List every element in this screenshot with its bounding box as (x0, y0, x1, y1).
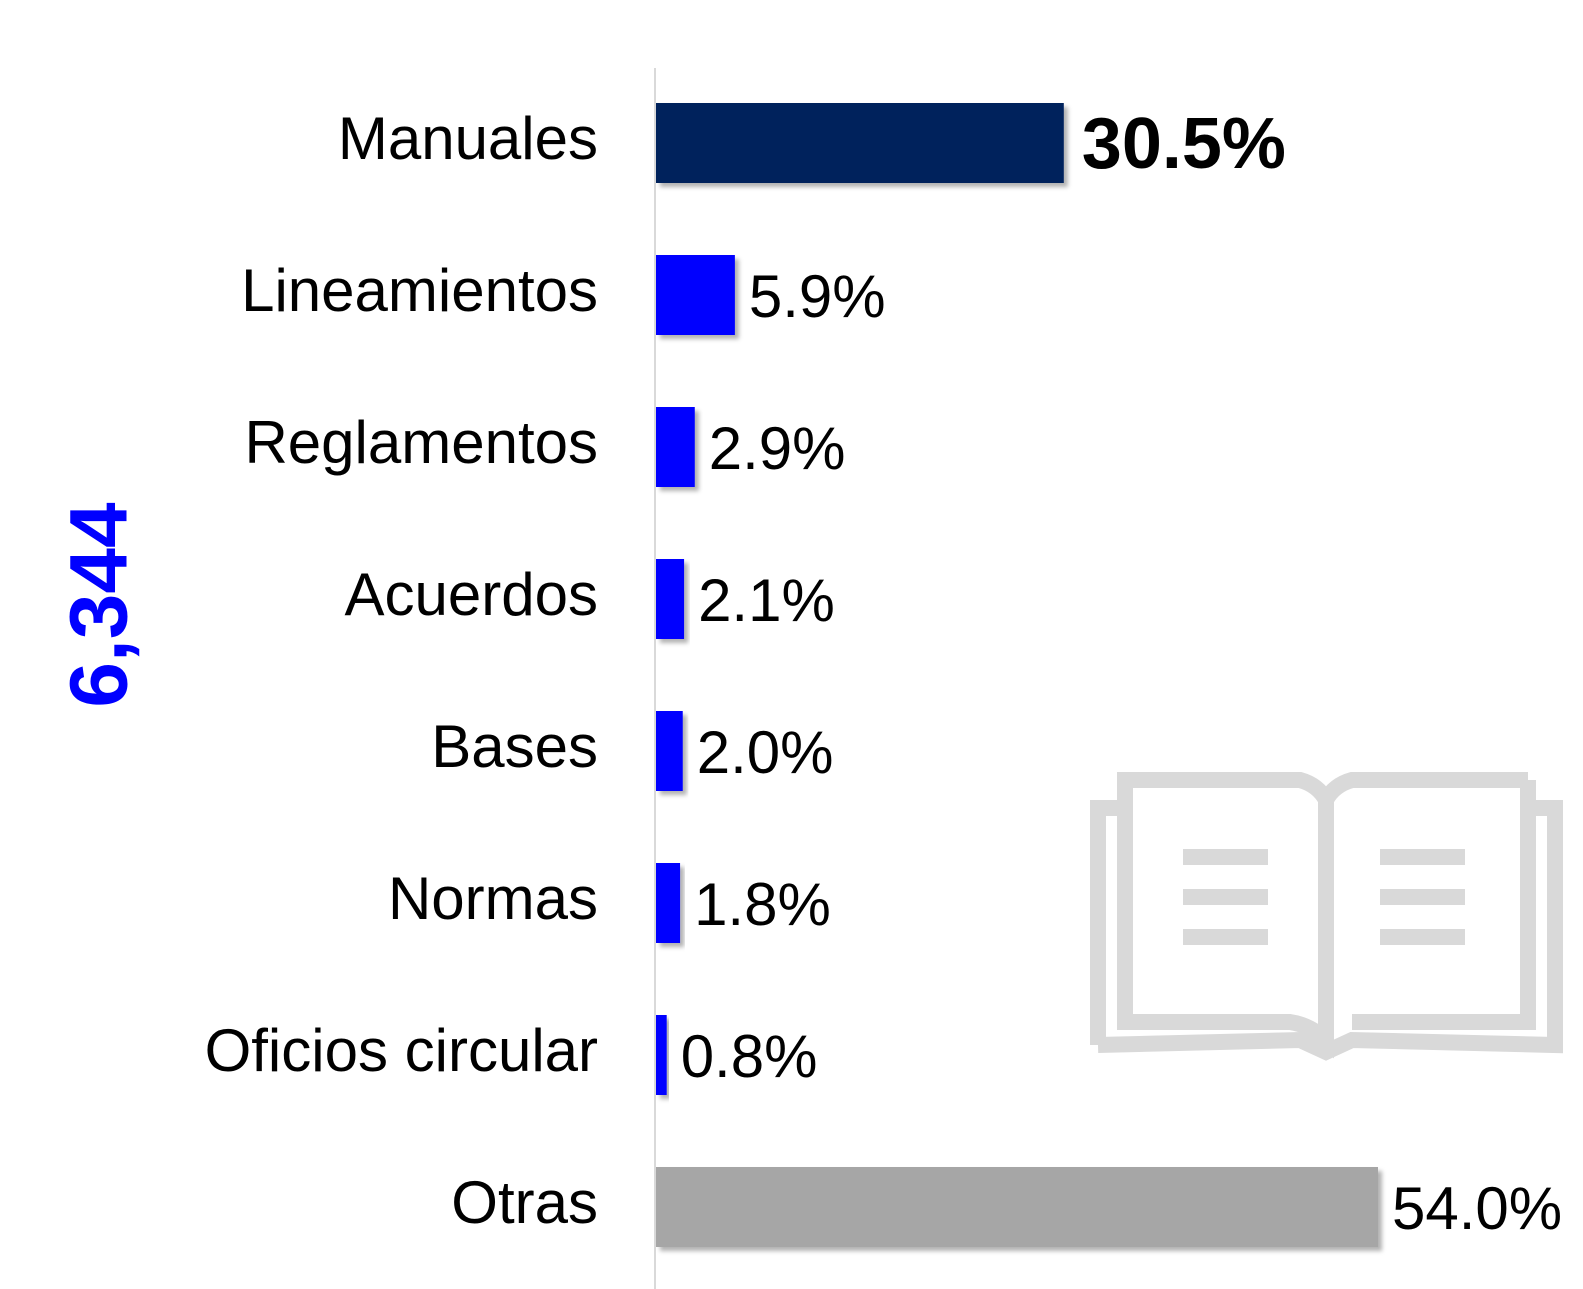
value-label: 2.9% (709, 415, 846, 482)
value-label: 1.8% (694, 871, 831, 938)
bar (656, 407, 695, 487)
value-label: 30.5% (1082, 104, 1286, 184)
value-label: 2.1% (698, 567, 835, 634)
bar (656, 711, 683, 791)
bar (656, 1015, 667, 1095)
category-label: Manuales (338, 105, 598, 172)
bar (656, 559, 685, 639)
bar (656, 863, 681, 943)
category-label: Reglamentos (244, 409, 598, 476)
value-label: 0.8% (681, 1023, 818, 1090)
category-label: Oficios circular (205, 1017, 598, 1084)
category-label: Bases (431, 713, 598, 780)
bar (656, 103, 1064, 183)
category-label: Lineamientos (241, 257, 598, 324)
total-label: 6,344 (54, 502, 145, 708)
book-icon (1090, 772, 1563, 1061)
value-label: 54.0% (1392, 1175, 1562, 1242)
category-label: Otras (451, 1169, 598, 1236)
value-label: 5.9% (749, 263, 886, 330)
bar (656, 1167, 1378, 1247)
value-label: 2.0% (697, 719, 834, 786)
category-label: Normas (388, 865, 598, 932)
category-label: Acuerdos (345, 561, 598, 628)
bar (656, 255, 735, 335)
